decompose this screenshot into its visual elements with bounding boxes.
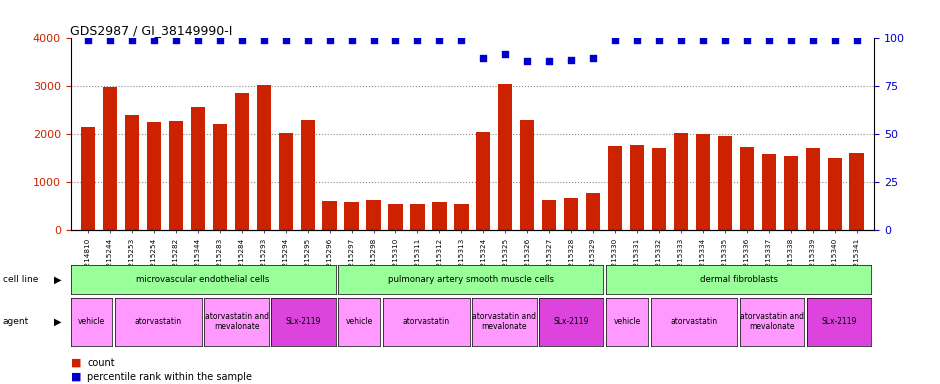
Point <box>651 37 666 43</box>
Bar <box>125 115 139 230</box>
Bar <box>586 193 601 230</box>
Bar <box>740 147 754 230</box>
Bar <box>102 88 118 230</box>
Text: count: count <box>87 358 115 368</box>
Point <box>190 37 205 43</box>
Point <box>564 56 579 63</box>
Text: percentile rank within the sample: percentile rank within the sample <box>87 372 253 382</box>
Text: vehicle: vehicle <box>614 317 641 326</box>
Point <box>147 37 162 43</box>
Bar <box>542 200 556 230</box>
Point <box>520 58 535 65</box>
Bar <box>806 148 820 230</box>
Bar <box>191 107 205 230</box>
Point <box>827 37 842 43</box>
Point <box>498 51 513 57</box>
Text: SLx-2119: SLx-2119 <box>822 317 857 326</box>
Bar <box>827 158 842 230</box>
Text: agent: agent <box>3 317 29 326</box>
Text: pulmonary artery smooth muscle cells: pulmonary artery smooth muscle cells <box>388 275 554 284</box>
Bar <box>388 204 402 230</box>
Text: atorvastatin: atorvastatin <box>670 317 718 326</box>
Point <box>388 37 403 43</box>
Text: vehicle: vehicle <box>346 317 373 326</box>
Bar <box>520 119 534 230</box>
Bar <box>630 146 644 230</box>
Bar <box>147 122 161 230</box>
Bar <box>344 202 359 230</box>
Point <box>102 37 118 43</box>
Text: dermal fibroblasts: dermal fibroblasts <box>700 275 777 284</box>
Bar <box>498 84 512 230</box>
Point <box>410 37 425 43</box>
Point <box>431 37 446 43</box>
Text: atorvastatin: atorvastatin <box>402 317 450 326</box>
Point <box>234 37 249 43</box>
Bar <box>322 200 337 230</box>
Bar <box>367 200 381 230</box>
Bar <box>454 204 468 230</box>
Bar <box>212 124 227 230</box>
Bar <box>850 152 864 230</box>
Text: ▶: ▶ <box>54 316 61 327</box>
Point <box>212 37 227 43</box>
Bar <box>257 85 271 230</box>
Bar <box>169 121 183 230</box>
Point <box>124 37 139 43</box>
Bar <box>718 136 732 230</box>
Text: atorvastatin: atorvastatin <box>134 317 182 326</box>
Point <box>607 37 622 43</box>
Bar <box>477 131 491 230</box>
Text: ▶: ▶ <box>54 274 61 285</box>
Point <box>761 37 776 43</box>
Point <box>476 55 491 61</box>
Point <box>783 37 798 43</box>
Point <box>673 37 688 43</box>
Text: GDS2987 / GI_38149990-I: GDS2987 / GI_38149990-I <box>70 24 233 37</box>
Bar <box>761 154 776 230</box>
Text: cell line: cell line <box>3 275 39 284</box>
Point <box>740 37 755 43</box>
Text: atorvastatin and
mevalonate: atorvastatin and mevalonate <box>205 312 269 331</box>
Bar <box>651 148 666 230</box>
Point <box>541 58 556 65</box>
Point <box>344 37 359 43</box>
Bar <box>411 204 425 230</box>
Bar <box>235 93 249 230</box>
Bar <box>432 202 446 230</box>
Text: ■: ■ <box>70 358 81 368</box>
Bar <box>278 133 293 230</box>
Text: microvascular endothelial cells: microvascular endothelial cells <box>136 275 270 284</box>
Bar <box>696 134 710 230</box>
Point <box>717 37 732 43</box>
Point <box>322 37 337 43</box>
Point <box>696 37 711 43</box>
Bar <box>81 127 95 230</box>
Point <box>806 37 821 43</box>
Bar <box>301 119 315 230</box>
Point <box>81 37 96 43</box>
Point <box>257 37 272 43</box>
Point <box>300 37 315 43</box>
Text: ■: ■ <box>70 372 81 382</box>
Point <box>168 37 183 43</box>
Point <box>454 37 469 43</box>
Bar <box>608 146 622 230</box>
Point <box>849 37 864 43</box>
Bar <box>784 156 798 230</box>
Point <box>366 37 381 43</box>
Text: SLx-2119: SLx-2119 <box>554 317 589 326</box>
Text: SLx-2119: SLx-2119 <box>286 317 321 326</box>
Text: atorvastatin and
mevalonate: atorvastatin and mevalonate <box>473 312 537 331</box>
Text: atorvastatin and
mevalonate: atorvastatin and mevalonate <box>741 312 805 331</box>
Text: vehicle: vehicle <box>78 317 105 326</box>
Bar <box>564 198 578 230</box>
Point <box>278 37 293 43</box>
Bar <box>674 133 688 230</box>
Point <box>586 55 601 61</box>
Point <box>630 37 645 43</box>
